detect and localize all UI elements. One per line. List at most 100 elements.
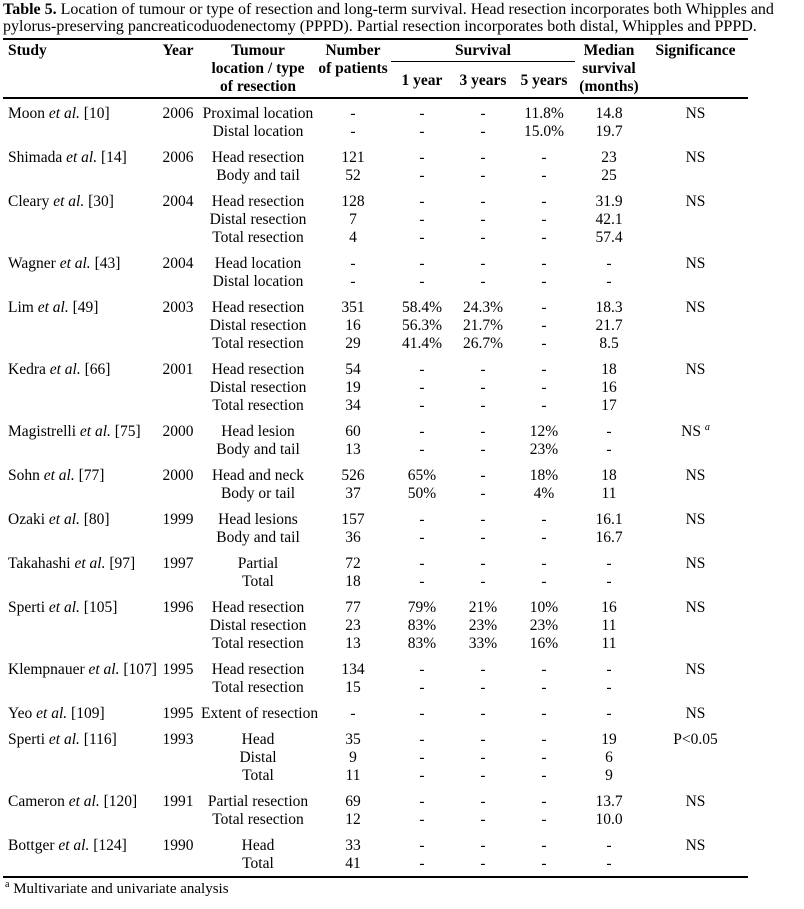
survival-5yr-cell: - (541, 731, 547, 748)
median-cell: - (606, 441, 612, 458)
location-cell: Total resection (212, 229, 304, 246)
median-cell: - (606, 679, 612, 696)
survival-5yr-cell: 15.0% (523, 123, 565, 140)
survival-5yr-cell: - (541, 555, 547, 572)
survival-1yr-cell: - (419, 529, 425, 546)
study-ref: [109] (71, 705, 105, 722)
caption-label: Table 5. (3, 1, 57, 18)
survival-3yr-cell: - (480, 123, 486, 140)
header-patients: Number of patients (318, 42, 388, 77)
footnote-marker: a (5, 879, 10, 890)
significance-cell: NS (643, 705, 748, 723)
survival-1yr-cell: - (419, 211, 425, 228)
table-row: Distal 9 - - - 6 (3, 749, 748, 767)
median-cell: - (606, 423, 612, 440)
year-cell (155, 167, 201, 185)
location-cell: Body and tail (216, 529, 300, 546)
median-cell: 18 (601, 361, 617, 378)
patients-cell: 36 (345, 529, 361, 546)
location-cell: Head lesion (221, 423, 295, 440)
significance-value: P<0.05 (673, 731, 718, 748)
location-cell: Total resection (212, 335, 304, 352)
study-cell: Sperti et al. [116] (3, 731, 155, 749)
significance-cell (643, 229, 748, 247)
patients-cell: 13 (345, 441, 361, 458)
significance-cell (643, 811, 748, 829)
year-cell: 1996 (162, 599, 194, 616)
location-cell: Head resection (211, 193, 305, 210)
significance-cell: NS (643, 555, 748, 573)
year-cell (155, 229, 201, 247)
year-cell: 2006 (162, 105, 194, 122)
table-row: Distal resection 23 83% 23% 23% 11 (3, 617, 748, 635)
year-cell (155, 335, 201, 353)
study-name: Lim (8, 299, 34, 316)
study-etal: et al. (49, 361, 81, 378)
survival-3yr-cell: - (480, 705, 486, 722)
table-row: Distal location - - - 15.0% 19.7 (3, 123, 748, 141)
survival-5yr-cell: - (541, 335, 547, 352)
survival-1yr-cell: 65% (407, 467, 437, 484)
study-name: Sperti (8, 599, 46, 616)
significance-cell: NS (643, 837, 748, 855)
survival-5yr-cell: - (541, 229, 547, 246)
significance-cell (643, 397, 748, 415)
patients-cell: 16 (345, 317, 361, 334)
survival-5yr-cell: - (541, 397, 547, 414)
study-ref: [30] (88, 193, 114, 210)
study-cell (3, 335, 155, 353)
significance-cell: NS (643, 193, 748, 211)
study-cell: Shimada et al. [14] (3, 149, 155, 167)
survival-3yr-cell: - (480, 193, 486, 210)
patients-cell: 12 (345, 811, 361, 828)
survival-1yr-cell: - (419, 573, 425, 590)
survival-1yr-cell: 83% (407, 635, 437, 652)
study-ref: [107] (123, 661, 157, 678)
significance-cell (643, 679, 748, 697)
significance-cell (643, 529, 748, 547)
year-cell (155, 317, 201, 335)
patients-cell: 77 (345, 599, 361, 616)
significance-cell: P<0.05 (643, 731, 748, 749)
significance-cell: NS (643, 467, 748, 485)
patients-cell: 157 (341, 511, 365, 528)
study-cell (3, 573, 155, 591)
table-row: Cameron et al. [120] 1991 Partial resectio… (3, 793, 748, 811)
table-row: Total 18 - - - - (3, 573, 748, 591)
median-cell: 11 (601, 635, 617, 652)
location-cell: Total (242, 573, 274, 590)
study-ref: [66] (84, 361, 111, 378)
table-body: Moon et al. [10] 2006 Proximal location - - -… (3, 99, 748, 878)
study-etal: et al. (37, 299, 69, 316)
survival-3yr-cell: - (480, 273, 486, 290)
survival-1yr-cell: - (419, 397, 425, 414)
study-cell: Yeo et al. [109] (3, 705, 155, 723)
survival-3yr-cell: - (480, 441, 486, 458)
location-cell: Head location (214, 255, 302, 272)
location-cell: Head lesions (218, 511, 298, 528)
patients-cell: 69 (345, 793, 361, 810)
median-cell: 16 (601, 599, 617, 616)
patients-cell: 54 (345, 361, 361, 378)
table-row: Ozaki et al. [80] 1999 Head lesions 157 - - - 1… (3, 511, 748, 529)
median-cell: 16.7 (595, 529, 623, 546)
table-row: Wagner et al. [43] 2004 Head location - - - - -… (3, 255, 748, 273)
patients-cell: 37 (345, 485, 361, 502)
study-etal: et al. (79, 423, 111, 440)
study-etal: et al. (59, 255, 91, 272)
study-cell: Ozaki et al. [80] (3, 511, 155, 529)
location-cell: Distal resection (209, 211, 307, 228)
year-cell: 2000 (162, 467, 194, 484)
survival-3yr-cell: - (480, 573, 486, 590)
header-significance: Significance (655, 42, 736, 59)
study-cell: Takahashi et al. [97] (3, 555, 155, 573)
patients-cell: 29 (345, 335, 361, 352)
significance-value: NS (685, 837, 706, 854)
median-cell: 16 (601, 379, 617, 396)
study-etal: et al. (48, 599, 80, 616)
survival-1yr-cell: - (419, 229, 425, 246)
survival-1yr-cell: - (419, 255, 425, 272)
header-survival-3yr: 3 years (459, 72, 507, 89)
caption-text: Location of tumour or type of resection … (3, 1, 774, 35)
study-cell: Moon et al. [10] (3, 105, 155, 123)
